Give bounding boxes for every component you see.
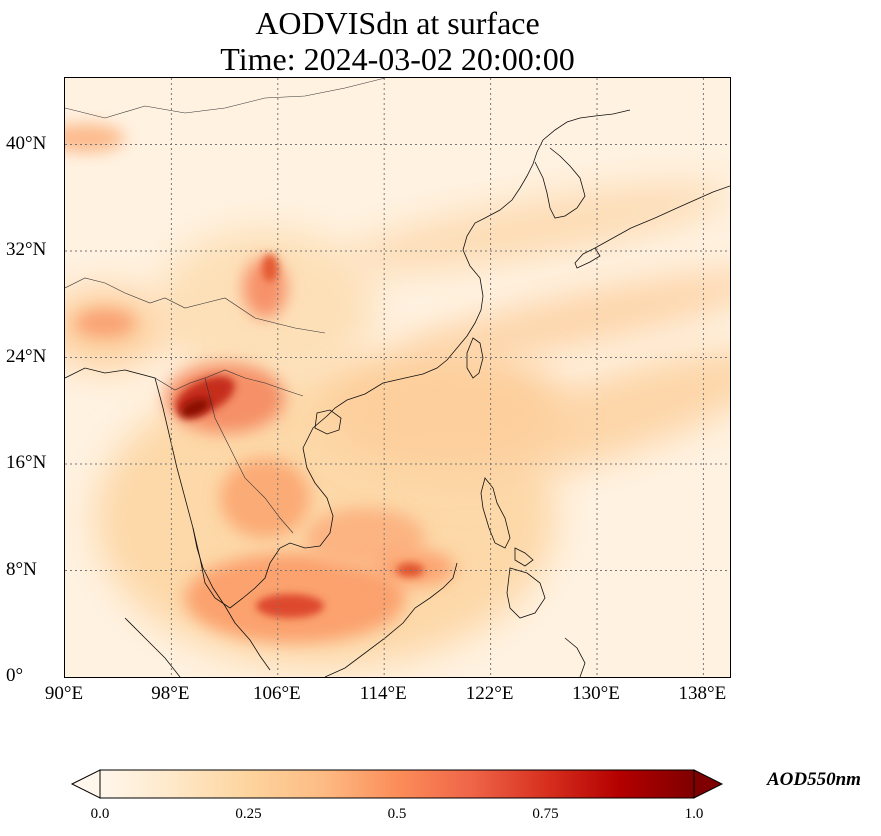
lat-tick-label: 40°N — [6, 132, 47, 154]
colorbar-gradient — [99, 769, 695, 799]
colorbar-min-extend — [70, 769, 101, 799]
coastline-taiwan — [466, 337, 484, 379]
aod-plume-south-china-sea — [325, 348, 565, 468]
colorbar-tick-label: 0.25 — [235, 806, 262, 822]
colorbar-tick-label: 1.0 — [684, 806, 704, 822]
coastline-malay-peninsula — [192, 527, 271, 671]
colorbar-tick-label: 0.5 — [387, 806, 407, 822]
aod-field — [65, 124, 730, 668]
coastline-luzon — [480, 477, 511, 549]
coastline-kyushu — [574, 247, 601, 269]
border-himalaya — [65, 277, 326, 334]
border-indochina-north — [154, 369, 304, 397]
coastline-borneo — [324, 562, 458, 677]
aod-hotspot-core — [180, 398, 210, 418]
coastline-hainan — [314, 409, 342, 435]
lon-tick-label: 114°E — [359, 683, 407, 704]
colorbar-label: AOD550nm — [767, 769, 861, 790]
aod-plume-northwest — [65, 124, 125, 152]
aod-plume-assam — [75, 309, 135, 337]
lat-tick-label: 8°N — [6, 558, 37, 580]
aod-hotspot-gulf — [256, 594, 324, 618]
lat-tick-label: 24°N — [6, 345, 47, 367]
aod-map — [65, 78, 730, 677]
lat-tick-label: 16°N — [6, 452, 47, 474]
lat-tick-label: 32°N — [6, 239, 47, 261]
colorbar-tick-label: 0.75 — [532, 806, 559, 822]
border-thai-laos — [204, 377, 294, 534]
aod-band-east-china-sea — [399, 272, 730, 364]
colorbar — [70, 769, 724, 799]
coastline-sumatra — [124, 617, 181, 677]
lon-tick-label: 122°E — [465, 683, 514, 704]
lon-tick-label: 106°E — [252, 683, 301, 704]
lon-tick-label: 138°E — [678, 683, 727, 704]
aod-hotspot-sabah — [396, 563, 424, 577]
coastline-visayas — [514, 547, 534, 567]
lon-tick-label: 130°E — [572, 683, 620, 704]
coastline-mindanao — [506, 567, 546, 619]
colorbar-tick-label: 0.0 — [90, 806, 110, 822]
coastline-japan-honshu — [594, 185, 730, 249]
aod-band-yellow-sea — [337, 183, 730, 273]
gridlines — [65, 78, 730, 677]
map-panel[interactable] — [64, 77, 731, 678]
border-mongolia — [65, 78, 386, 119]
lon-tick-label: 98°E — [151, 683, 190, 704]
coastlines — [65, 78, 730, 677]
colorbar-max-extend — [693, 769, 724, 799]
coastline-korea — [534, 147, 586, 219]
lat-tick-label: 0° — [6, 665, 24, 686]
lon-tick-label: 90°E — [44, 683, 84, 704]
map-time-subtitle: Time: 2024-03-02 20:00:00 — [220, 41, 575, 77]
map-title: AODVISdn at surface — [255, 5, 540, 41]
aod-hotspot-chengdu — [262, 254, 278, 282]
coastline-sulawesi — [564, 637, 586, 677]
